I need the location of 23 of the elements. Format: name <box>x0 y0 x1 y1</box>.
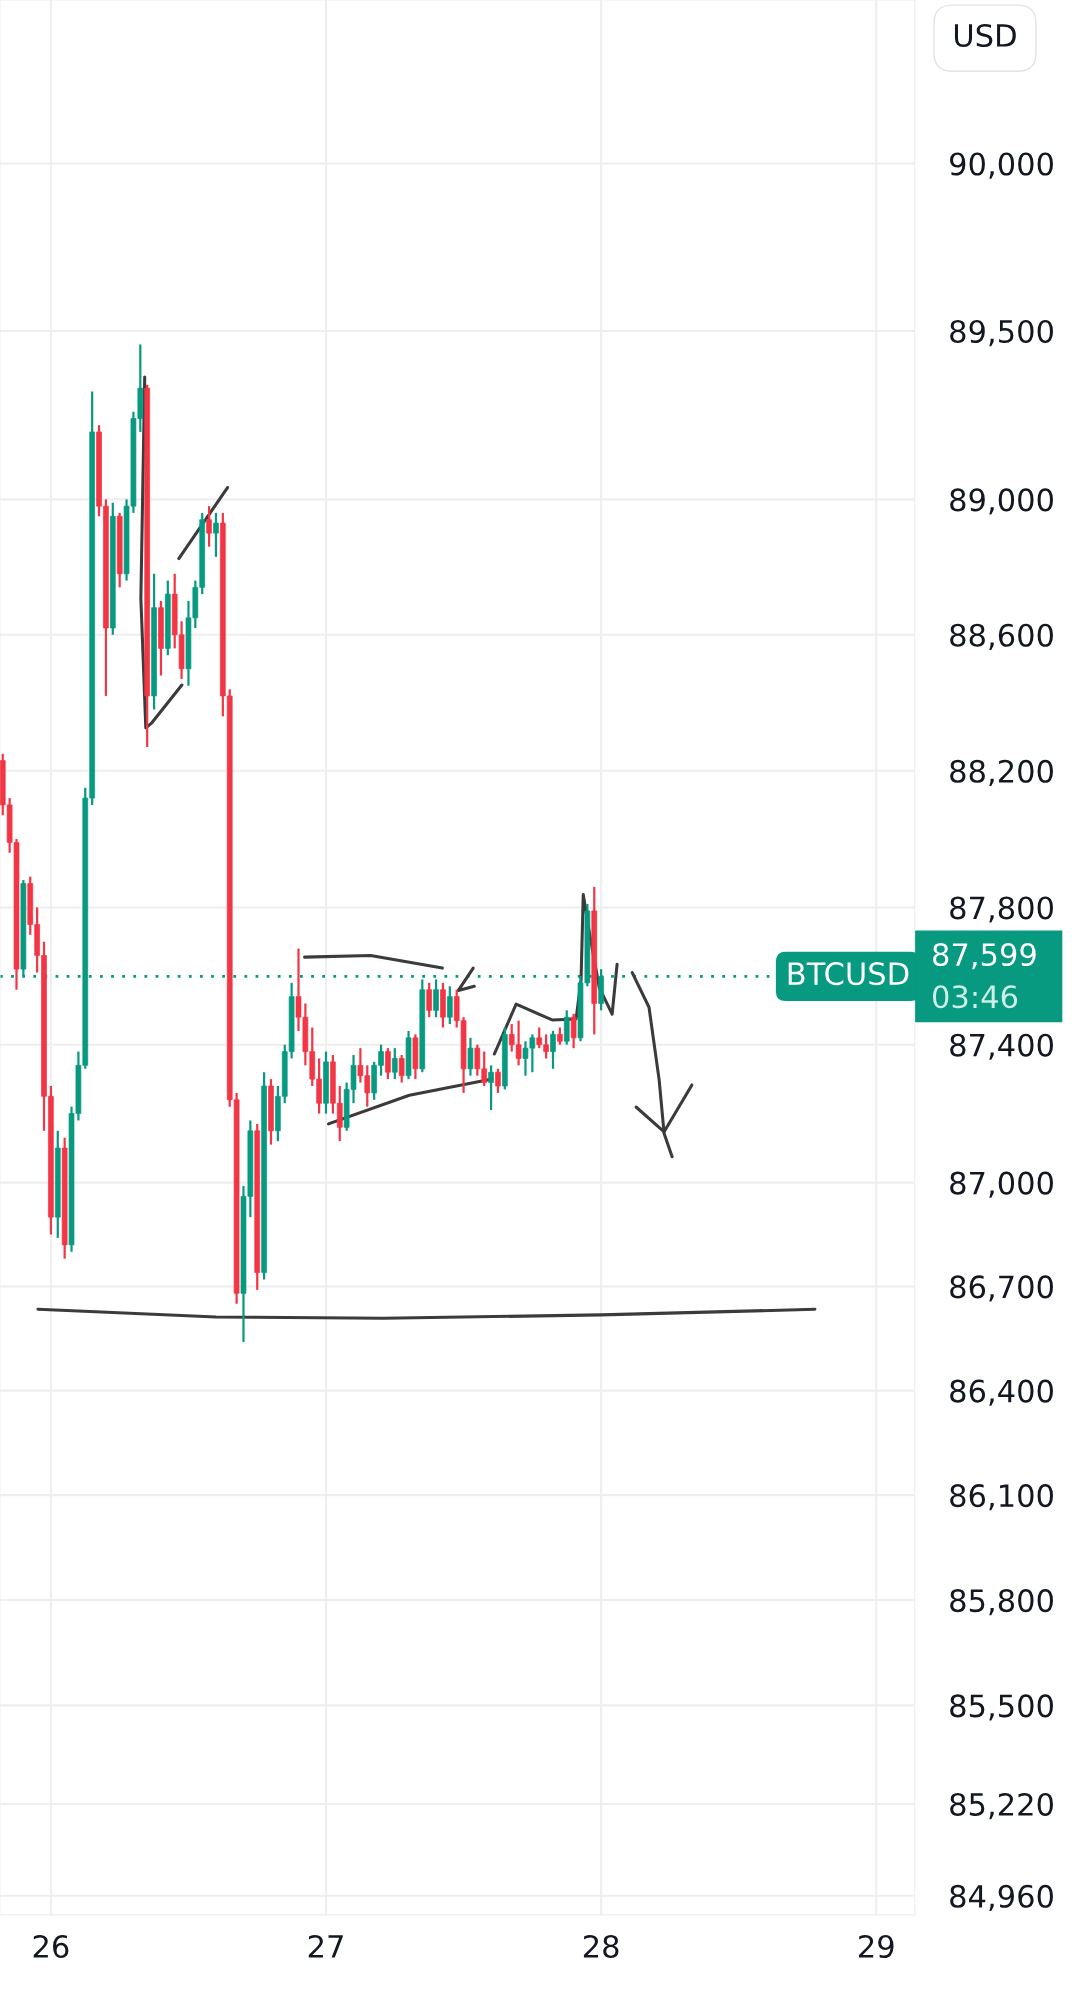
y-tick-label: 89,000 <box>950 488 1053 515</box>
x-tick-label: 28 <box>583 1934 619 1959</box>
text: USD <box>954 23 1016 48</box>
y-tick-label: 87,400 <box>950 1033 1053 1060</box>
x-tick-label: 29 <box>859 1934 894 1959</box>
ref-line-label: BTCUSD <box>788 962 909 986</box>
y-tick-label: 84,960 <box>950 1884 1053 1911</box>
x-tick-label: 27 <box>308 1934 343 1958</box>
text: 03:46 <box>932 985 1018 1009</box>
y-tick-label: 85,220 <box>950 1792 1053 1820</box>
y-tick-label: 85,800 <box>950 1589 1053 1616</box>
y-tick-label: 85,500 <box>950 1694 1053 1721</box>
y-tick-label: 88,200 <box>950 759 1053 786</box>
y-tick-label: 90,000 <box>950 152 1053 179</box>
text: 87,599 <box>933 943 1036 970</box>
y-tick-label: 86,700 <box>950 1275 1053 1302</box>
y-tick-label: 89,500 <box>950 319 1053 347</box>
x-tick-label: 26 <box>33 1934 69 1959</box>
y-tick-label: 88,600 <box>950 623 1053 650</box>
y-tick-label: 87,800 <box>950 896 1053 923</box>
y-tick-label: 86,100 <box>950 1484 1053 1511</box>
y-tick-label: 86,400 <box>950 1379 1053 1406</box>
y-tick-label: 87,000 <box>950 1171 1053 1198</box>
